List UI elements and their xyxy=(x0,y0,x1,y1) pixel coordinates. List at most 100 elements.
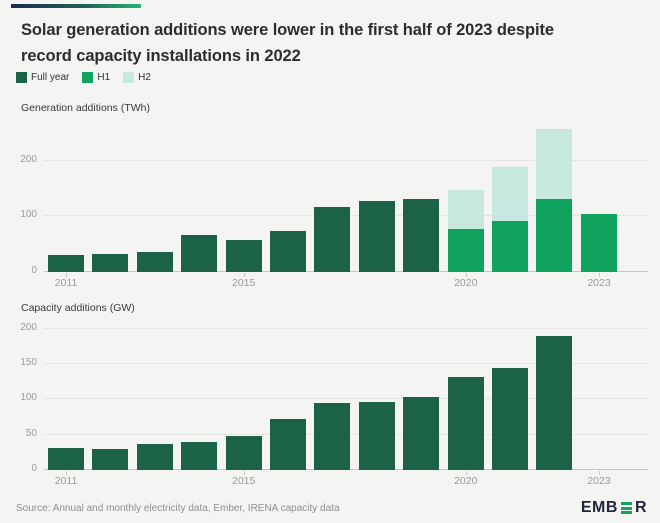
bar-segment-h1 xyxy=(536,198,573,272)
bar-segment-full-year xyxy=(270,419,307,470)
bar-2019 xyxy=(403,320,440,470)
x-tick-mark-2023 xyxy=(599,273,600,277)
bar-2022 xyxy=(536,320,573,470)
legend-item-full-year: Full year xyxy=(16,72,69,83)
y-tick-label-0: 0 xyxy=(31,463,37,474)
x-tick-mark-2020 xyxy=(465,471,467,475)
generation-bars xyxy=(48,122,617,272)
y-tick-label-150: 150 xyxy=(20,356,37,368)
bar-segment-h1 xyxy=(580,214,617,272)
y-tick-label-100: 100 xyxy=(20,392,37,404)
gridline-100 xyxy=(44,398,648,400)
bar-segment-full-year xyxy=(492,368,529,470)
bar-2021 xyxy=(492,320,529,470)
x-tick-label-2020: 2020 xyxy=(454,277,478,289)
legend-item-h2: H2 xyxy=(123,72,151,83)
bar-segment-full-year xyxy=(314,207,351,272)
bar-2022 xyxy=(536,122,573,272)
bar-2013 xyxy=(136,122,173,272)
ember-logo-text-prefix: EMB xyxy=(580,499,618,516)
bar-2020 xyxy=(447,122,484,272)
generation-x-axis: 2011 2015 2020 2023 xyxy=(48,272,617,290)
y-tick-label-200: 200 xyxy=(20,321,37,333)
source-note: Source: Annual and monthly electricity d… xyxy=(16,503,340,514)
bar-2011 xyxy=(48,122,84,272)
ember-logo-text-suffix: R xyxy=(634,499,647,516)
legend-swatch-icon xyxy=(123,72,135,83)
legend: Full year H1 H2 xyxy=(16,72,151,83)
bar-segment-h1 xyxy=(447,229,484,272)
y-tick-label-200: 200 xyxy=(20,153,37,165)
bar-2023 xyxy=(580,122,617,272)
bar-2015 xyxy=(225,122,262,272)
gridline-200 xyxy=(44,327,648,329)
bar-segment-full-year xyxy=(181,235,218,272)
capacity-chart: 0 50 100 150 200 2011 2015 2020 2023 xyxy=(0,320,660,487)
bar-segment-full-year xyxy=(225,240,262,272)
x-tick-mark-2015 xyxy=(243,471,245,475)
bar-2020 xyxy=(447,320,484,470)
bar-2023 xyxy=(581,320,617,470)
x-tick-label-2011: 2011 xyxy=(54,277,78,289)
bar-segment-full-year xyxy=(403,397,440,470)
x-tick-label-2023: 2023 xyxy=(587,277,611,289)
bar-2012 xyxy=(92,122,129,272)
x-tick-label-2015: 2015 xyxy=(231,277,256,289)
bar-segment-full-year xyxy=(136,443,173,470)
legend-item-h1: H1 xyxy=(82,72,110,83)
bar-2019 xyxy=(403,122,440,272)
gridline-150 xyxy=(44,362,648,364)
bar-2016 xyxy=(270,122,307,272)
ember-logo-e-icon xyxy=(620,502,632,514)
bar-2016 xyxy=(270,320,307,470)
bar-2013 xyxy=(136,320,173,470)
ember-logo: EMB R xyxy=(581,499,647,517)
bar-segment-h2 xyxy=(492,167,529,222)
bar-segment-full-year xyxy=(92,448,129,470)
x-tick-mark-2011 xyxy=(66,273,67,277)
bar-2015 xyxy=(225,320,262,470)
bar-2011 xyxy=(48,320,84,470)
y-tick-label-50: 50 xyxy=(25,427,37,439)
bar-segment-full-year xyxy=(358,402,395,470)
bar-segment-h2 xyxy=(536,128,573,199)
bar-segment-full-year xyxy=(447,376,484,470)
bar-segment-full-year xyxy=(136,252,173,272)
bar-segment-full-year xyxy=(48,255,84,272)
x-tick-label-2023: 2023 xyxy=(587,475,611,487)
bar-2021 xyxy=(492,122,529,272)
y-tick-label-100: 100 xyxy=(20,209,37,221)
legend-swatch-icon xyxy=(82,72,94,83)
bar-segment-h2 xyxy=(447,189,484,230)
capacity-y-axis-labels: 0 50 100 150 200 xyxy=(0,320,37,474)
x-tick-label-2015: 2015 xyxy=(231,475,256,487)
capacity-x-axis: 2011 2015 2020 2023 xyxy=(48,470,617,488)
generation-y-axis-labels: 0 100 200 xyxy=(0,122,37,275)
bar-segment-full-year xyxy=(358,200,395,272)
y-tick-label-0: 0 xyxy=(31,265,37,276)
x-tick-mark-2015 xyxy=(243,273,245,277)
legend-label: H2 xyxy=(138,72,151,83)
header-gradient-bar xyxy=(11,4,141,8)
bar-segment-full-year xyxy=(314,402,351,470)
generation-chart-label: Generation additions (TWh) xyxy=(21,102,150,114)
bar-2017 xyxy=(314,320,351,470)
bar-2014 xyxy=(181,122,218,272)
bar-segment-full-year xyxy=(536,335,573,470)
bar-2018 xyxy=(358,320,395,470)
capacity-bars xyxy=(48,320,617,470)
bar-2017 xyxy=(314,122,351,272)
bar-segment-full-year xyxy=(225,436,262,470)
x-tick-label-2020: 2020 xyxy=(454,475,478,487)
bar-segment-full-year xyxy=(92,253,129,272)
x-tick-mark-2011 xyxy=(66,471,67,475)
bar-segment-full-year xyxy=(270,231,307,272)
legend-label: Full year xyxy=(31,72,70,83)
chart-title: Solar generation additions were lower in… xyxy=(21,21,554,65)
capacity-chart-label: Capacity additions (GW) xyxy=(21,302,135,314)
x-tick-mark-2023 xyxy=(599,471,600,475)
legend-swatch-icon xyxy=(16,72,27,83)
bar-segment-full-year xyxy=(403,199,440,272)
bar-2012 xyxy=(92,320,129,470)
bar-2014 xyxy=(181,320,218,470)
